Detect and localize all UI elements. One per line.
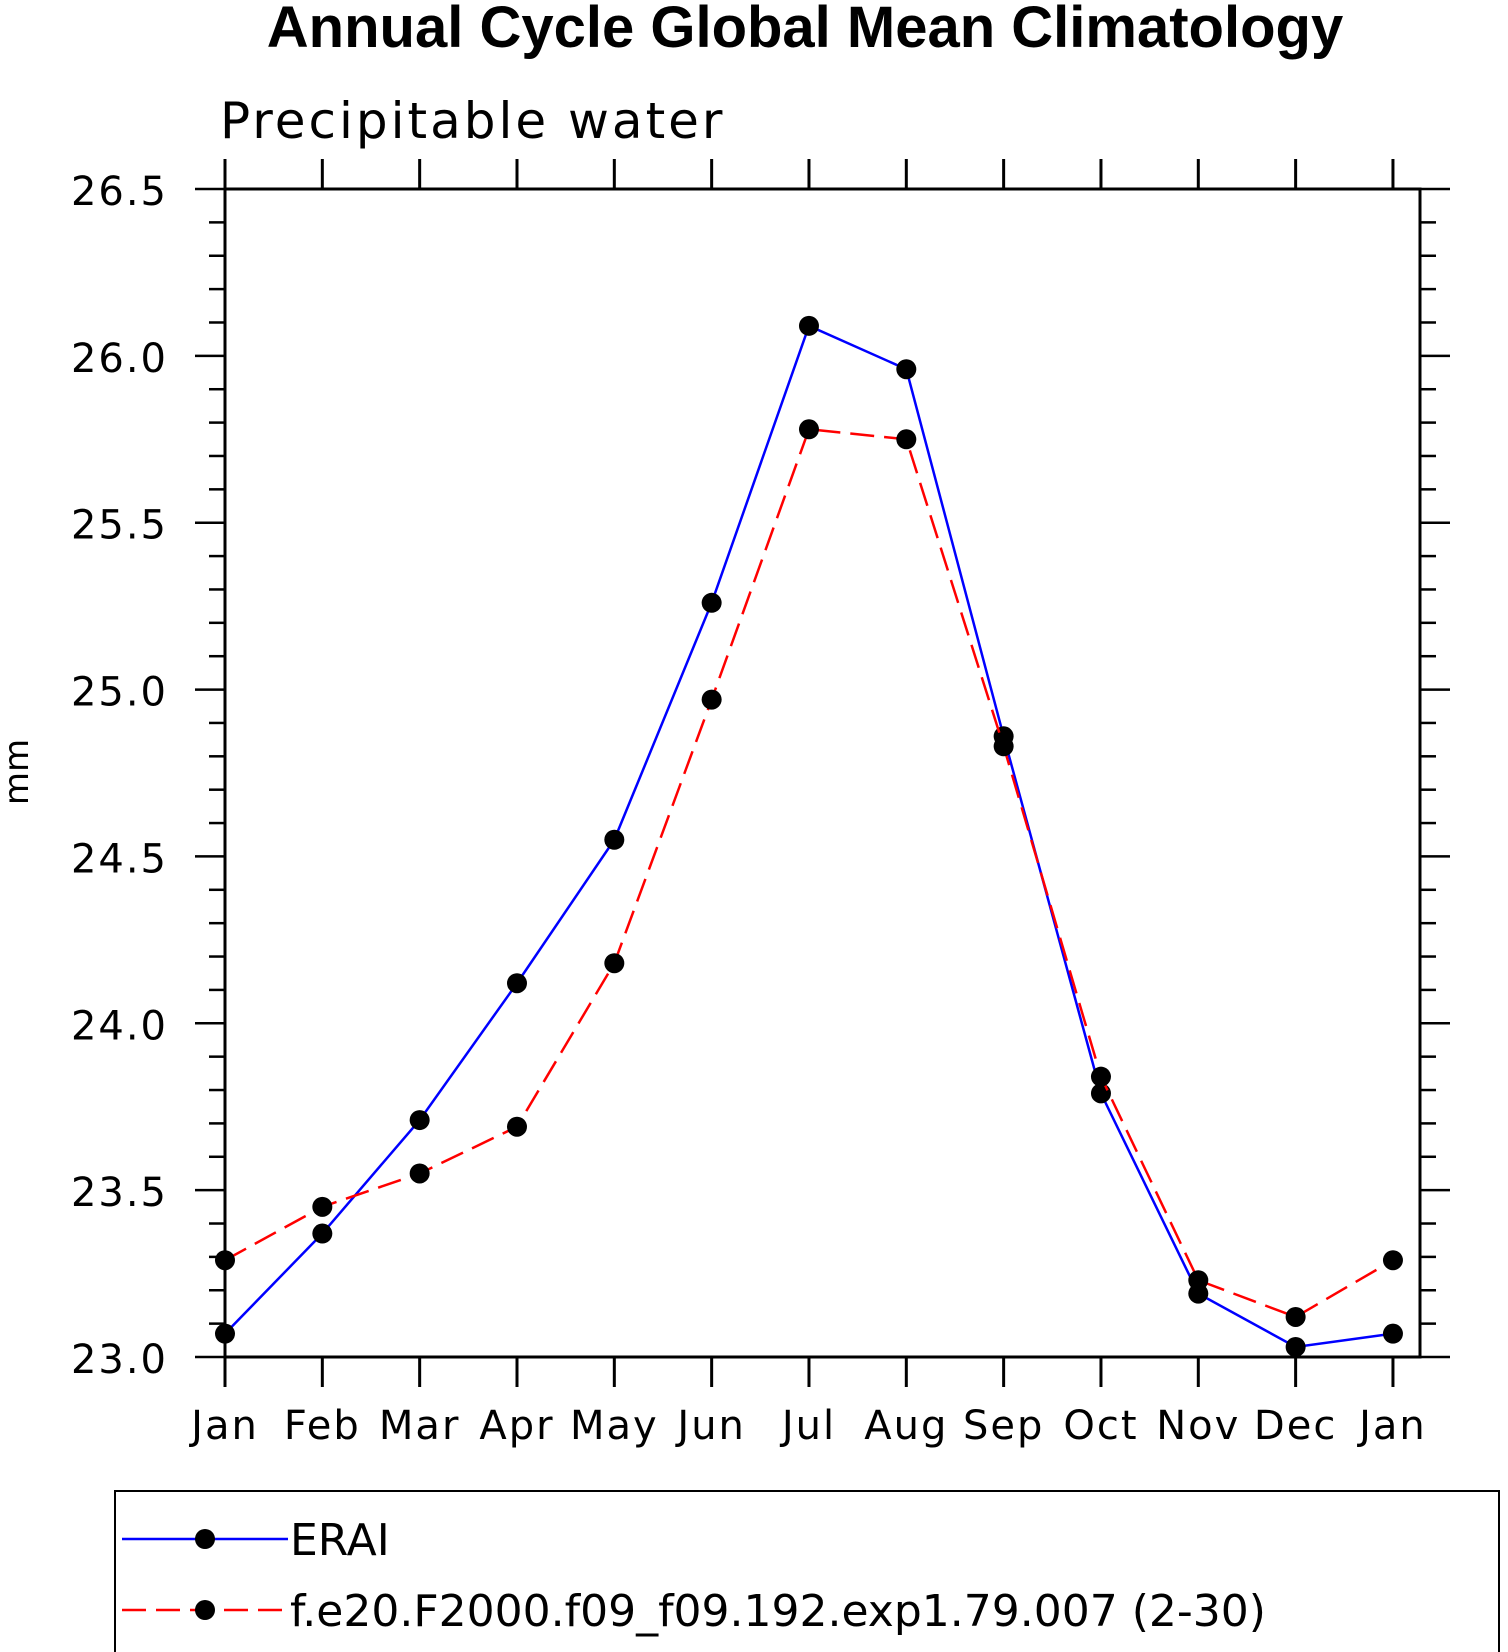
legend-label: f.e20.F2000.f09_f09.192.exp1.79.007 (2-3… — [290, 1586, 1266, 1637]
data-point — [798, 419, 819, 440]
x-tick-label: Nov — [1156, 1403, 1240, 1449]
y-tick-label: 26.0 — [71, 336, 168, 382]
legend: ERAI f.e20.F2000.f09_f09.192.exp1.79.007 … — [114, 1490, 1500, 1652]
data-point — [1382, 1323, 1403, 1344]
chart-title: Annual Cycle Global Mean Climatology — [267, 0, 1343, 60]
data-point — [896, 429, 917, 450]
data-point — [1285, 1336, 1306, 1357]
x-tick-label: Mar — [379, 1403, 460, 1449]
data-point — [896, 359, 917, 380]
series-layer — [215, 315, 1403, 1357]
x-tick-label: Jun — [674, 1403, 746, 1449]
series-erai — [215, 315, 1403, 1357]
chart-subtitle: Precipitable water — [220, 92, 726, 150]
data-point — [701, 689, 722, 710]
x-tick-label: Aug — [864, 1403, 948, 1449]
x-tick-label: Oct — [1063, 1403, 1138, 1449]
data-point — [215, 1250, 235, 1271]
data-point — [1382, 1250, 1403, 1271]
x-tick-label: Apr — [479, 1403, 554, 1449]
data-point — [506, 1116, 527, 1137]
y-axis-label: mm — [0, 739, 37, 805]
series-line — [224, 427, 1394, 1319]
data-point — [1188, 1270, 1209, 1291]
legend-box — [114, 1490, 1500, 1652]
y-tick-label: 24.5 — [71, 836, 168, 882]
data-point — [701, 592, 722, 613]
x-tick-label: Dec — [1254, 1403, 1337, 1449]
series-line — [224, 324, 1394, 1349]
legend-marker — [195, 1529, 215, 1549]
axes: Jan Feb Mar Apr May Jun Jul Aug Sep Oct Nov Dec Jan 2… — [71, 159, 1450, 1449]
data-point — [1285, 1306, 1306, 1327]
y-tick-label: 25.5 — [71, 503, 168, 549]
y-tick-label: 26.5 — [71, 169, 168, 215]
x-tick-label: Sep — [963, 1403, 1044, 1449]
y-tick-label: 23.5 — [71, 1170, 168, 1216]
legend-label: ERAI — [290, 1515, 390, 1566]
x-tick-label: Jan — [188, 1403, 259, 1449]
data-point — [604, 953, 625, 974]
data-point — [798, 315, 819, 336]
legend-item: f.e20.F2000.f09_f09.192.exp1.79.007 (2-3… — [122, 1586, 1266, 1637]
data-point — [1090, 1066, 1111, 1087]
y-tick-label: 24.0 — [71, 1003, 168, 1049]
x-tick-label: Jan — [1356, 1403, 1427, 1449]
data-point — [604, 829, 625, 850]
data-point — [993, 736, 1014, 757]
legend-marker — [195, 1600, 215, 1620]
x-tick-label: May — [570, 1403, 659, 1449]
y-tick-label: 25.0 — [71, 670, 168, 716]
plot-frame — [223, 187, 1422, 1359]
series-experiment — [215, 419, 1403, 1327]
x-tick-label: Feb — [284, 1403, 361, 1449]
x-tick-label: Jul — [779, 1403, 836, 1449]
y-tick-label: 23.0 — [71, 1337, 168, 1383]
data-point — [312, 1223, 333, 1244]
data-point — [409, 1163, 430, 1184]
data-point — [506, 973, 527, 994]
data-point — [215, 1323, 235, 1344]
data-point — [409, 1110, 430, 1131]
legend-item: ERAI — [122, 1515, 390, 1566]
data-point — [312, 1196, 333, 1217]
